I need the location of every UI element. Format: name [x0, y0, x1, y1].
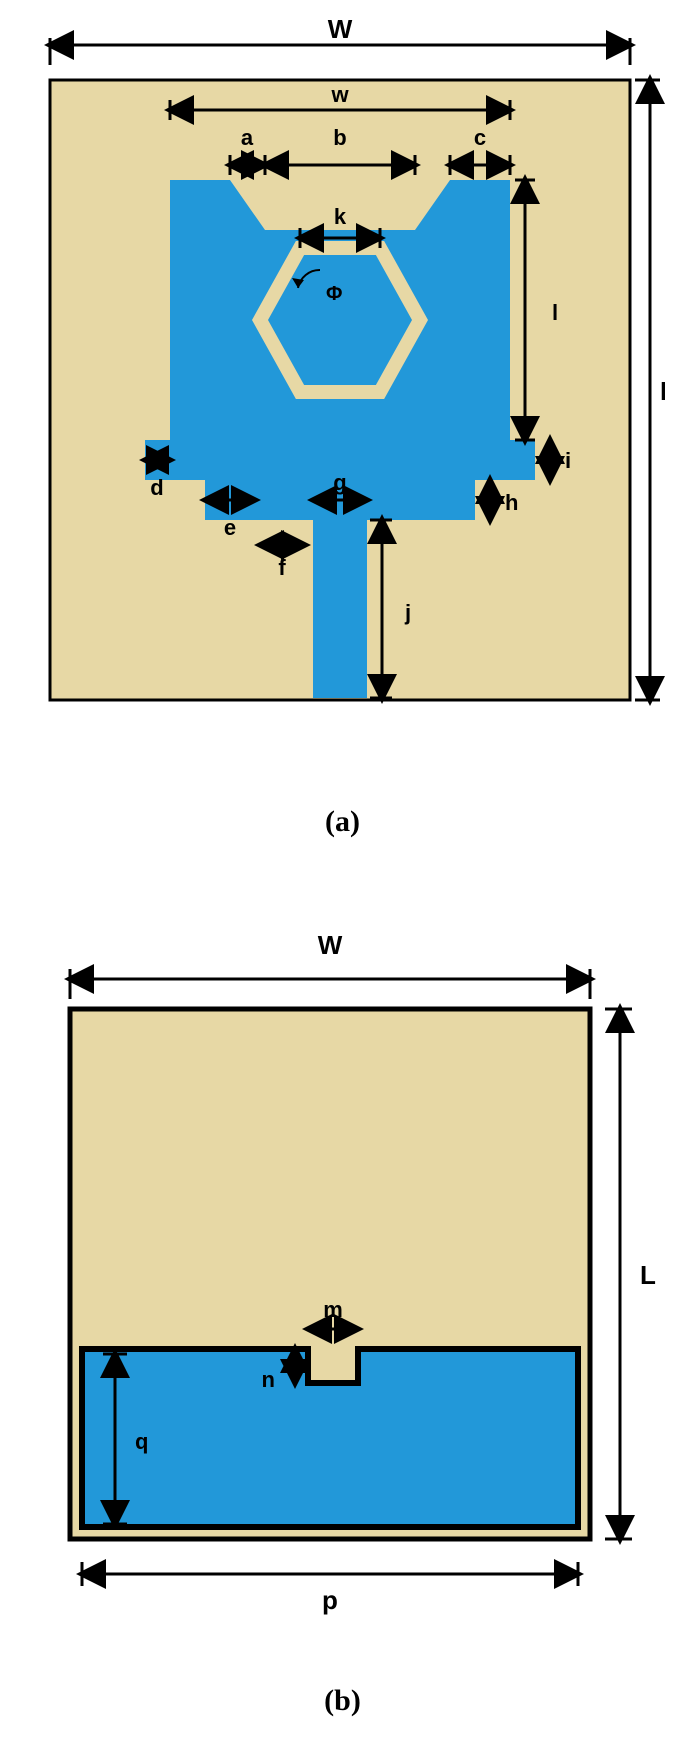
- label-a: a: [241, 125, 254, 150]
- label-d: d: [150, 475, 163, 500]
- label-e: e: [224, 515, 236, 540]
- label-c: c: [474, 125, 486, 150]
- label-k: k: [334, 204, 347, 229]
- label-n: n: [262, 1367, 275, 1392]
- label-l: l: [552, 300, 558, 325]
- panel-b-svg: W L m n q p: [20, 909, 665, 1669]
- panel-a-svg: W L w a b: [20, 20, 665, 790]
- label-q: q: [135, 1429, 148, 1454]
- label-W-b: W: [318, 930, 343, 960]
- label-h: h: [505, 490, 518, 515]
- label-W: W: [328, 20, 353, 44]
- label-p: p: [322, 1585, 338, 1615]
- label-L: L: [660, 376, 665, 406]
- caption-b: (b): [20, 1684, 665, 1718]
- label-m: m: [323, 1297, 343, 1322]
- label-L-b: L: [640, 1260, 656, 1290]
- figure: W L w a b: [20, 20, 665, 1718]
- label-f: f: [278, 555, 286, 580]
- label-j: j: [404, 600, 411, 625]
- panel-b: W L m n q p (: [20, 909, 665, 1718]
- label-phi: Φ: [326, 283, 342, 305]
- label-g: g: [333, 470, 346, 495]
- label-b: b: [333, 125, 346, 150]
- label-i: i: [565, 448, 571, 473]
- caption-a: (a): [20, 805, 665, 839]
- label-w: w: [330, 82, 349, 107]
- panel-a: W L w a b: [20, 20, 665, 839]
